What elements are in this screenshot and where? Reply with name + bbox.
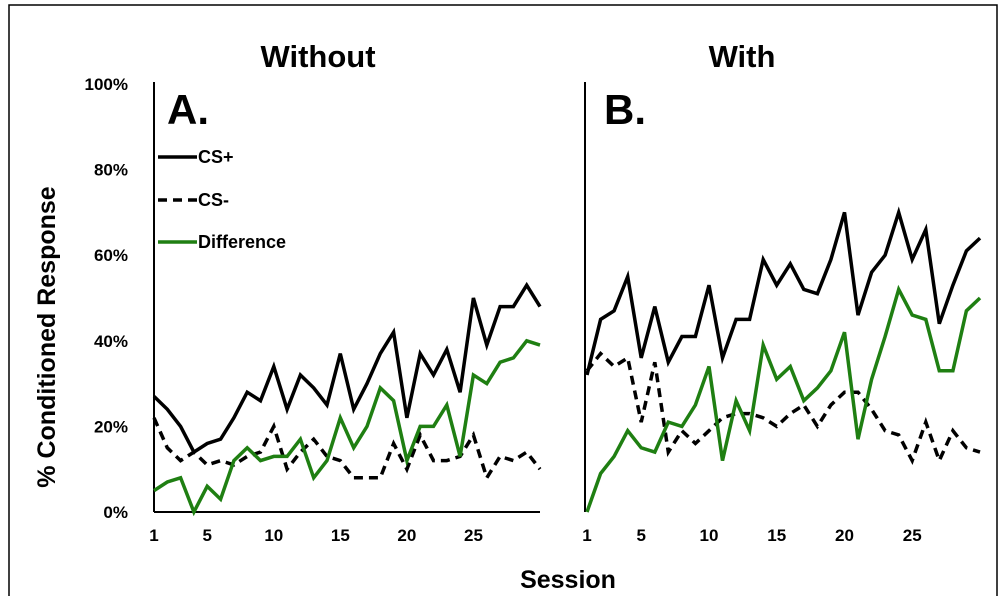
x-tick-label: 15 <box>767 526 786 545</box>
x-tick-label: 20 <box>397 526 416 545</box>
x-tick-label: 10 <box>700 526 719 545</box>
legend-label-cs-plus: CS+ <box>198 147 234 167</box>
y-tick-label: 100% <box>85 75 128 94</box>
y-tick-label: 0% <box>103 503 128 522</box>
x-tick-label: 1 <box>149 526 158 545</box>
series-group-a <box>152 281 542 517</box>
x-tick-label: 1 <box>582 526 591 545</box>
panel-with: With B. 1 5 10 15 20 25 <box>582 39 982 545</box>
panel-without: Without A. 0%20%40%60%80%100% 1 5 10 15 20 25 <box>85 39 542 545</box>
x-tick-labels-b: 1 5 10 15 20 25 <box>582 526 921 545</box>
y-tick-label: 60% <box>94 246 128 265</box>
y-axis-label: % Conditioned Response <box>33 186 61 488</box>
panel-label-a: A. <box>167 86 209 133</box>
x-tick-label: 25 <box>464 526 483 545</box>
series-line-cs-minus-b <box>585 351 981 466</box>
series-line-cs-plus-b <box>585 206 982 376</box>
y-tick-label: 40% <box>94 332 128 351</box>
legend: CS+ CS- Difference <box>158 147 286 252</box>
x-tick-label: 25 <box>903 526 922 545</box>
series-line-cs-plus-a <box>152 281 542 455</box>
y-tick-labels: 0% 20% 40% 60% 80% 100% <box>85 75 128 522</box>
panel-title-with: With <box>709 39 776 74</box>
panel-title-without: Without <box>260 39 375 74</box>
y-tick-label: 80% <box>94 161 128 180</box>
x-tick-label: 5 <box>203 526 212 545</box>
series-line-difference-b <box>585 284 982 513</box>
x-tick-label: 20 <box>835 526 854 545</box>
figure-border <box>8 4 998 596</box>
x-tick-label: 10 <box>264 526 283 545</box>
series-line-cs-minus-a <box>152 417 542 482</box>
x-tick-labels-a: 1 5 10 15 20 25 <box>149 526 483 545</box>
x-tick-label: 5 <box>636 526 645 545</box>
legend-label-cs-minus: CS- <box>198 190 229 210</box>
series-group-b <box>585 206 982 513</box>
x-axis-label: Session <box>520 566 616 594</box>
y-tick-label: 20% <box>94 417 128 436</box>
legend-label-difference: Difference <box>198 232 286 252</box>
x-tick-label: 15 <box>331 526 350 545</box>
panel-label-b: B. <box>604 86 646 133</box>
series-line-difference-a <box>153 338 541 517</box>
